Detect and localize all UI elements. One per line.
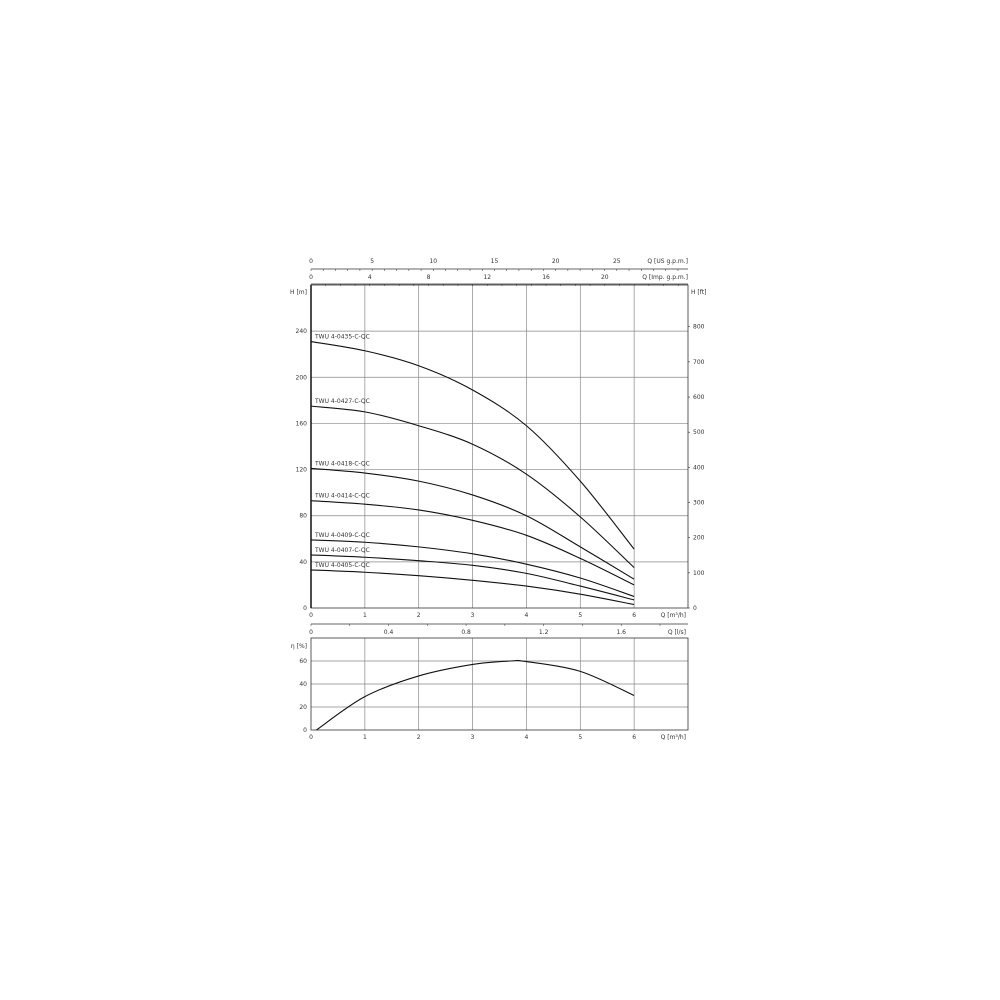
x-tick-label: 6 bbox=[632, 612, 636, 619]
x-tick-label: 4 bbox=[525, 612, 529, 619]
pump-curve-twu-4-0405-c-qc bbox=[310, 569, 635, 606]
top-axis-tick-label: 20 bbox=[601, 274, 609, 281]
top-axis-tick-label: 0 bbox=[309, 274, 313, 281]
top-axis-tick-label: 15 bbox=[491, 258, 499, 265]
y-right-tick-label: 500 bbox=[693, 429, 705, 436]
eff-x-axis-label: Q [m³/h] bbox=[661, 734, 686, 741]
eff-y-tick-label: 60 bbox=[299, 658, 307, 665]
eff-y-tick-label: 20 bbox=[299, 704, 307, 711]
eff-x-tick-label: 3 bbox=[471, 734, 475, 741]
curve-label: TWU 4-0418-C-QC bbox=[314, 460, 370, 467]
top-axis-tick-label: 5 bbox=[370, 258, 374, 265]
top-axis-label: Q [Imp. g.p.m.] bbox=[642, 274, 688, 281]
y-tick-label: 200 bbox=[296, 374, 308, 381]
pump-curve-twu-4-0414-c-qc bbox=[310, 500, 635, 586]
eff-x-tick-label: 1 bbox=[363, 734, 367, 741]
eff-y-axis-label: η [%] bbox=[291, 643, 307, 650]
y-right-tick-label: 100 bbox=[693, 570, 705, 577]
y-right-tick-label: 200 bbox=[693, 535, 705, 542]
y-right-tick-label: 400 bbox=[693, 464, 705, 471]
pump-curve-twu-4-0418-c-qc bbox=[310, 467, 635, 580]
pump-curve-twu-4-0435-c-qc bbox=[310, 340, 635, 550]
pump-curve-twu-4-0427-c-qc bbox=[310, 405, 635, 569]
y-tick-label: 240 bbox=[296, 328, 308, 335]
y-tick-label: 0 bbox=[303, 605, 307, 612]
top-axis-tick-label: 10 bbox=[429, 258, 437, 265]
y-right-tick-label: 600 bbox=[693, 394, 705, 401]
curve-label: TWU 4-0405-C-QC bbox=[314, 562, 370, 569]
lps-axis-label: Q [l/s] bbox=[668, 629, 686, 636]
lps-tick-label: 1.2 bbox=[539, 629, 549, 636]
pump-curve-twu-4-0409-c-qc bbox=[310, 539, 635, 597]
top-axis-tick-label: 0 bbox=[309, 258, 313, 265]
y-right-tick-label: 0 bbox=[693, 605, 697, 612]
top-axis-tick-label: 16 bbox=[542, 274, 550, 281]
eff-x-tick-label: 5 bbox=[578, 734, 582, 741]
top-axis-tick-label: 20 bbox=[552, 258, 560, 265]
y-right-tick-label: 700 bbox=[693, 359, 705, 366]
x-tick-label: 3 bbox=[471, 612, 475, 619]
lps-tick-label: 0.4 bbox=[384, 629, 394, 636]
y-tick-label: 160 bbox=[296, 420, 308, 427]
x-tick-label: 5 bbox=[578, 612, 582, 619]
top-axis-tick-label: 12 bbox=[483, 274, 491, 281]
x-tick-label: 1 bbox=[363, 612, 367, 619]
curve-label: TWU 4-0414-C-QC bbox=[314, 493, 370, 500]
lps-tick-label: 0.8 bbox=[461, 629, 471, 636]
top-axis-tick-label: 25 bbox=[613, 258, 621, 265]
y-right-tick-label: 800 bbox=[693, 324, 705, 331]
y-axis-label: H [m] bbox=[290, 289, 307, 296]
x-tick-label: 2 bbox=[417, 612, 421, 619]
pump-curve-twu-4-0407-c-qc bbox=[310, 554, 635, 601]
eff-x-tick-label: 0 bbox=[309, 734, 313, 741]
eff-x-tick-label: 2 bbox=[417, 734, 421, 741]
y-tick-label: 40 bbox=[299, 559, 307, 566]
top-axis-tick-label: 8 bbox=[427, 274, 431, 281]
top-axis-label: Q [US g.p.m.] bbox=[647, 258, 688, 265]
eff-x-tick-label: 4 bbox=[525, 734, 529, 741]
eff-plot-frame bbox=[310, 637, 689, 731]
x-tick-label: 0 bbox=[309, 612, 313, 619]
lps-tick-label: 0 bbox=[309, 629, 313, 636]
y-tick-label: 120 bbox=[296, 467, 308, 474]
y-right-tick-label: 300 bbox=[693, 500, 705, 507]
y-tick-label: 80 bbox=[299, 513, 307, 520]
lps-tick-label: 1.6 bbox=[616, 629, 626, 636]
eff-x-tick-label: 6 bbox=[632, 734, 636, 741]
curve-label: TWU 4-0435-C-QC bbox=[314, 334, 370, 341]
curve-label: TWU 4-0427-C-QC bbox=[314, 398, 370, 405]
top-axis-tick-label: 4 bbox=[368, 274, 372, 281]
curve-label: TWU 4-0407-C-QC bbox=[314, 547, 370, 554]
eff-y-tick-label: 40 bbox=[299, 681, 307, 688]
curve-label: TWU 4-0409-C-QC bbox=[314, 532, 370, 539]
efficiency-curve bbox=[316, 659, 635, 731]
y-right-axis-label: H [ft] bbox=[691, 289, 706, 296]
eff-y-tick-label: 0 bbox=[303, 727, 307, 734]
x-axis-label: Q [m³/h] bbox=[661, 612, 686, 619]
